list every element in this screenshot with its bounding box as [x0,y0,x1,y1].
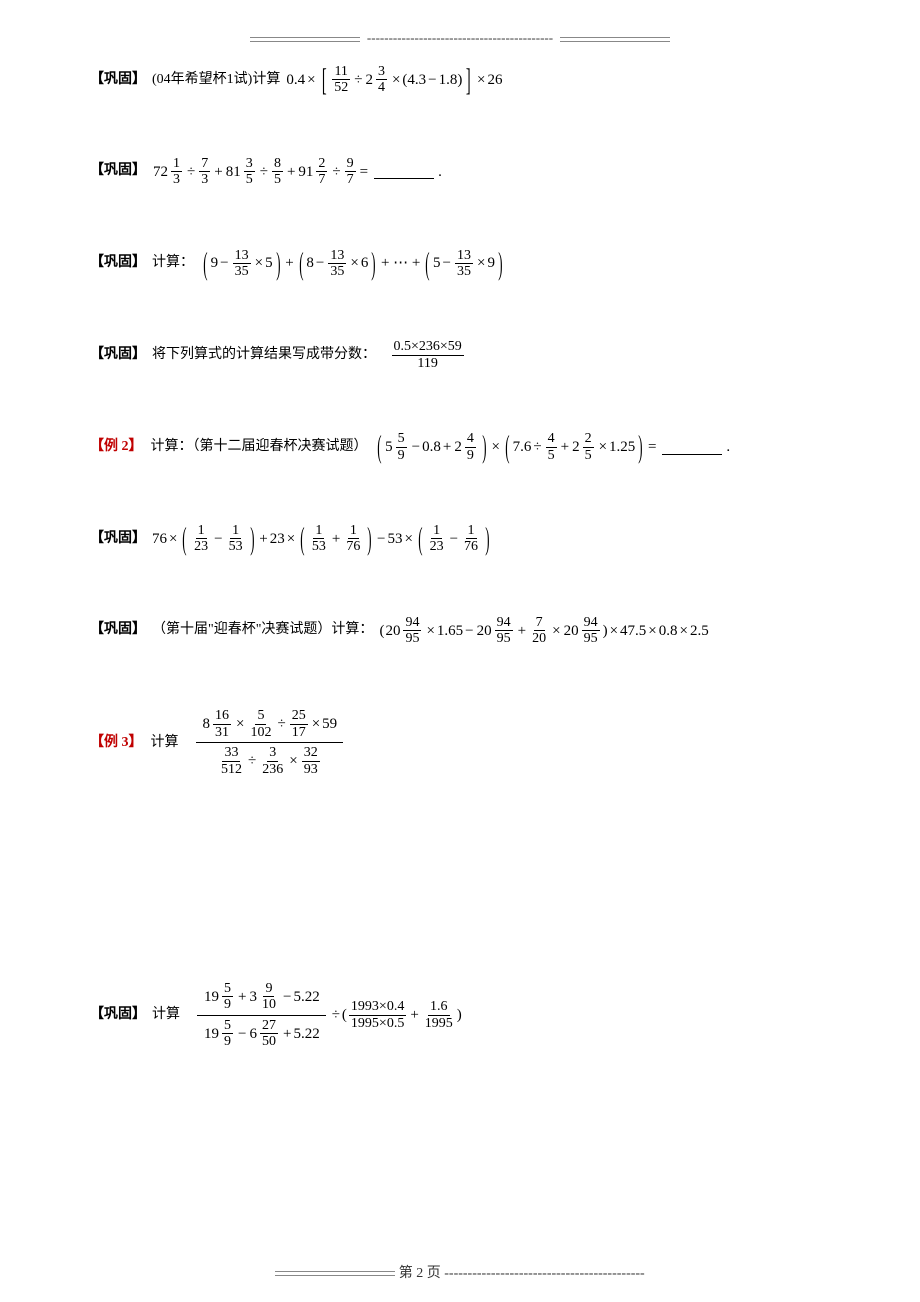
example-3-expression: 81631 ×5102 ÷2517 ×59 33512 ÷3236 ×3293 [192,706,348,779]
problem-4: 【巩固】 将下列算式的计算结果写成带分数： 0.5×236×59119 [90,339,830,371]
problem-7-expression: (209495 ×1.65− 209495 + 720 × 209495) ×4… [379,615,708,647]
footer: 第 2 页 ----------------------------------… [0,1262,920,1282]
problem-3-expression: (9−1335×5) + (8−1335×6) + ⋯ + (5−1335×9) [200,248,506,280]
tag-example: 【例 3】 [90,732,143,754]
problem-1: 【巩固】 (04年希望杯1试)计算 0.4× [ 1152 ÷ 234 ×(4.… [90,64,830,96]
problem-2-expression: 7213 ÷ 73 + 8135 ÷ 85 + 9127 ÷ 97 = . [152,156,442,188]
footer-dashes: ----------------------------------------… [444,1266,644,1282]
tag-gonggu: 【巩固】 [90,1004,146,1026]
problem-4-prefix: 将下列算式的计算结果写成带分数： [152,344,376,366]
tag-gonggu: 【巩固】 [90,344,146,366]
tag-gonggu: 【巩固】 [90,528,146,550]
example-3-prefix: 计算 [151,732,179,754]
problem-3: 【巩固】 计算： (9−1335×5) + (8−1335×6) + ⋯ + (… [90,248,830,280]
tag-gonggu: 【巩固】 [90,160,146,182]
tag-gonggu: 【巩固】 [90,619,146,641]
tag-example: 【例 2】 [90,436,143,458]
problem-9-prefix: 计算 [152,1004,180,1026]
problem-2: 【巩固】 7213 ÷ 73 + 8135 ÷ 85 + 9127 ÷ 97 =… [90,156,830,188]
problem-6: 【巩固】 76× (123−153) +23× (153+176) −53× (… [90,523,830,555]
tag-gonggu: 【巩固】 [90,252,146,274]
footer-page-number: 第 2 页 [399,1266,441,1281]
example-2: 【例 2】 计算：（第十二届迎春杯决赛试题） ( 559 −0.8+ 249 )… [90,431,830,463]
problem-3-prefix: 计算： [152,252,194,274]
problem-4-expression: 0.5×236×59119 [382,339,466,371]
header-rule: ----------------------------------------… [90,30,830,46]
header-dashes: ----------------------------------------… [367,30,553,46]
problem-1-expression: 0.4× [ 1152 ÷ 234 ×(4.3−1.8) ] ×26 [286,64,502,96]
problem-9: 【巩固】 计算 1959 + 3910 −5.22 1959 − 62750 +… [90,979,830,1052]
problem-7: 【巩固】 （第十届"迎春杯"决赛试题）计算： (209495 ×1.65− 20… [90,615,830,647]
problem-1-source: (04年希望杯1试)计算 [152,69,280,91]
example-2-prefix: 计算：（第十二届迎春杯决赛试题） [151,436,368,458]
blank-answer [662,440,722,455]
footer-rule-left [275,1271,395,1276]
example-2-expression: ( 559 −0.8+ 249 ) × ( 7.6÷45 + 225 ×1.25… [374,431,731,463]
example-3: 【例 3】 计算 81631 ×5102 ÷2517 ×59 33512 ÷32… [90,706,830,779]
problem-6-expression: 76× (123−153) +23× (153+176) −53× (123−1… [152,523,493,555]
blank-answer [374,164,434,179]
problem-9-expression: 1959 + 3910 −5.22 1959 − 62750 +5.22 ÷( … [193,979,462,1052]
tag-gonggu: 【巩固】 [90,69,146,91]
problem-7-prefix: （第十届"迎春杯"决赛试题）计算： [152,619,373,641]
